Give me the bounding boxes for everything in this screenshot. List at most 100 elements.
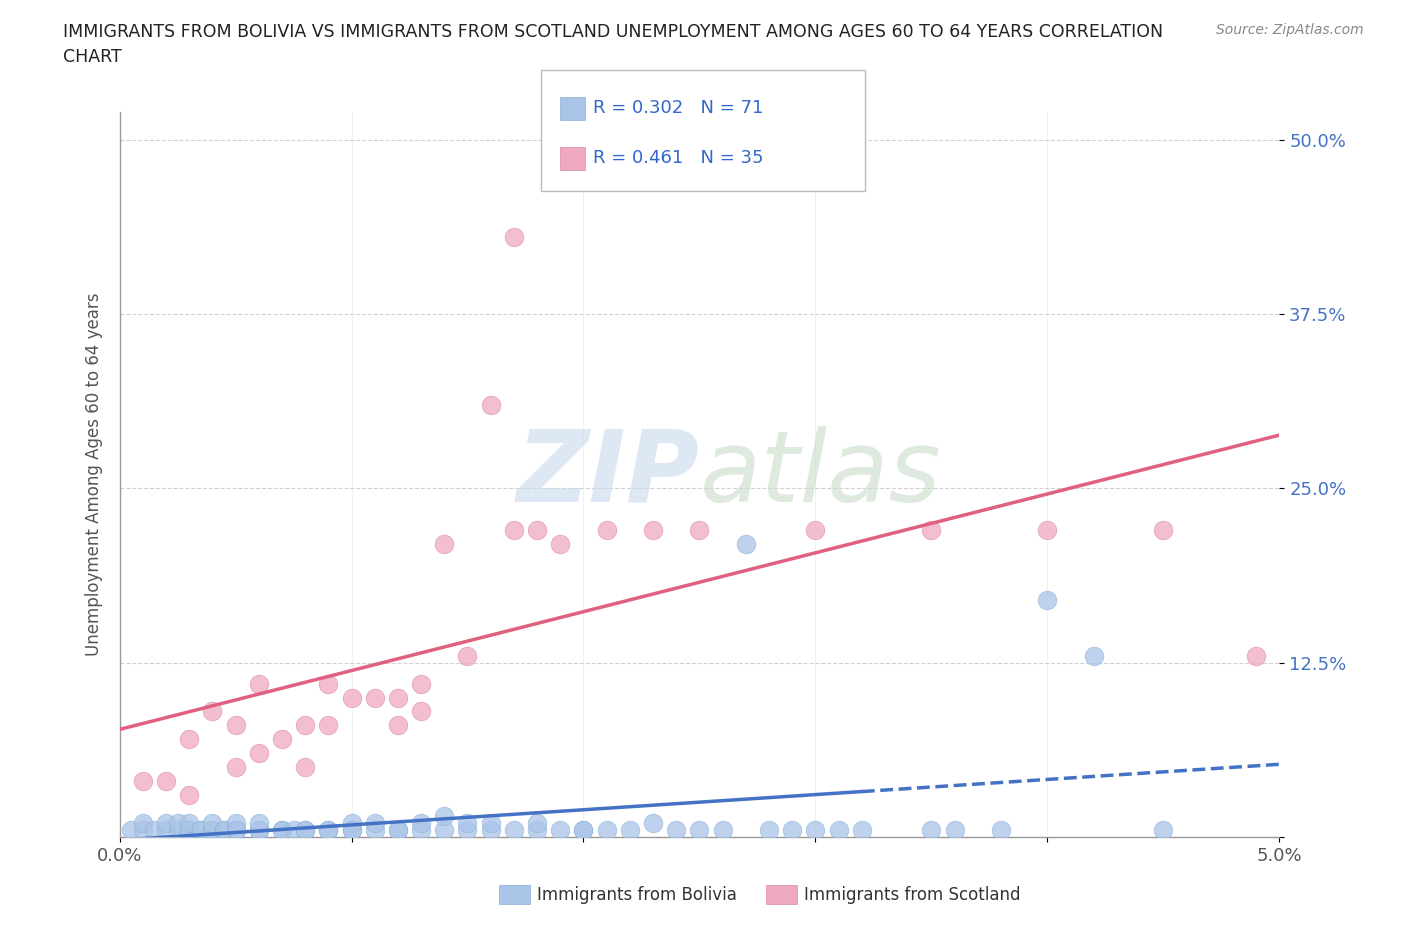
Point — [921, 523, 943, 538]
Text: IMMIGRANTS FROM BOLIVIA VS IMMIGRANTS FROM SCOTLAND UNEMPLOYMENT AMONG AGES 60 T: IMMIGRANTS FROM BOLIVIA VS IMMIGRANTS FR… — [63, 23, 1163, 41]
Point — [225, 816, 247, 830]
Point — [225, 823, 247, 838]
Point — [318, 823, 340, 838]
Point — [827, 823, 849, 838]
Point — [479, 816, 502, 830]
Point — [294, 718, 316, 733]
Point — [782, 823, 804, 838]
Point — [526, 816, 548, 830]
Point — [179, 823, 201, 838]
Point — [689, 823, 711, 838]
Point — [155, 816, 177, 830]
Point — [179, 823, 201, 838]
Point — [294, 823, 316, 838]
Point — [318, 676, 340, 691]
Point — [572, 823, 595, 838]
Point — [526, 823, 548, 838]
Text: R = 0.302   N = 71: R = 0.302 N = 71 — [593, 99, 763, 117]
Point — [155, 823, 177, 838]
Text: Source: ZipAtlas.com: Source: ZipAtlas.com — [1216, 23, 1364, 37]
Point — [340, 823, 363, 838]
Point — [735, 537, 758, 551]
Point — [411, 704, 433, 719]
Point — [247, 746, 270, 761]
Point — [363, 690, 385, 705]
Point — [294, 760, 316, 775]
Point — [132, 774, 155, 789]
Point — [179, 823, 201, 838]
Point — [550, 537, 572, 551]
Point — [225, 718, 247, 733]
Point — [1153, 823, 1175, 838]
Point — [363, 823, 385, 838]
Point — [363, 816, 385, 830]
Point — [456, 816, 478, 830]
Point — [433, 823, 456, 838]
Point — [1036, 592, 1059, 607]
Point — [503, 523, 526, 538]
Point — [804, 523, 827, 538]
Text: Immigrants from Scotland: Immigrants from Scotland — [804, 885, 1021, 904]
Point — [503, 230, 526, 245]
Point — [179, 732, 201, 747]
Point — [479, 397, 502, 412]
Point — [340, 823, 363, 838]
Point — [318, 718, 340, 733]
Point — [665, 823, 688, 838]
Point — [340, 690, 363, 705]
Point — [132, 816, 155, 830]
Text: ZIP: ZIP — [516, 426, 700, 523]
Point — [225, 823, 247, 838]
Point — [572, 823, 595, 838]
Point — [270, 732, 294, 747]
Point — [641, 523, 665, 538]
Point — [411, 816, 433, 830]
Point — [247, 816, 270, 830]
Point — [166, 816, 188, 830]
Point — [1083, 648, 1105, 663]
Point — [1036, 523, 1059, 538]
Point — [641, 816, 665, 830]
Text: atlas: atlas — [700, 426, 941, 523]
Point — [804, 823, 827, 838]
Point — [503, 823, 526, 838]
Point — [179, 788, 201, 803]
Point — [201, 823, 224, 838]
Point — [550, 823, 572, 838]
Point — [387, 718, 409, 733]
Point — [456, 648, 478, 663]
Point — [851, 823, 873, 838]
Text: R = 0.461   N = 35: R = 0.461 N = 35 — [593, 149, 763, 167]
Point — [943, 823, 966, 838]
Point — [1153, 523, 1175, 538]
Text: Immigrants from Bolivia: Immigrants from Bolivia — [537, 885, 737, 904]
Point — [411, 823, 433, 838]
Point — [212, 823, 235, 838]
Point — [387, 823, 409, 838]
Point — [212, 823, 235, 838]
Point — [921, 823, 943, 838]
Point — [340, 816, 363, 830]
Point — [294, 823, 316, 838]
Point — [1246, 648, 1268, 663]
Point — [619, 823, 641, 838]
Point — [247, 823, 270, 838]
Point — [596, 823, 619, 838]
Point — [526, 523, 548, 538]
Point — [225, 760, 247, 775]
Point — [596, 523, 619, 538]
Point — [132, 823, 155, 838]
Point — [479, 823, 502, 838]
Point — [201, 704, 224, 719]
Point — [758, 823, 780, 838]
Point — [456, 823, 478, 838]
Point — [411, 676, 433, 691]
Text: CHART: CHART — [63, 48, 122, 66]
Point — [247, 676, 270, 691]
Point — [270, 823, 294, 838]
Y-axis label: Unemployment Among Ages 60 to 64 years: Unemployment Among Ages 60 to 64 years — [84, 293, 103, 656]
Point — [387, 690, 409, 705]
Point — [179, 816, 201, 830]
Point — [711, 823, 734, 838]
Point — [689, 523, 711, 538]
